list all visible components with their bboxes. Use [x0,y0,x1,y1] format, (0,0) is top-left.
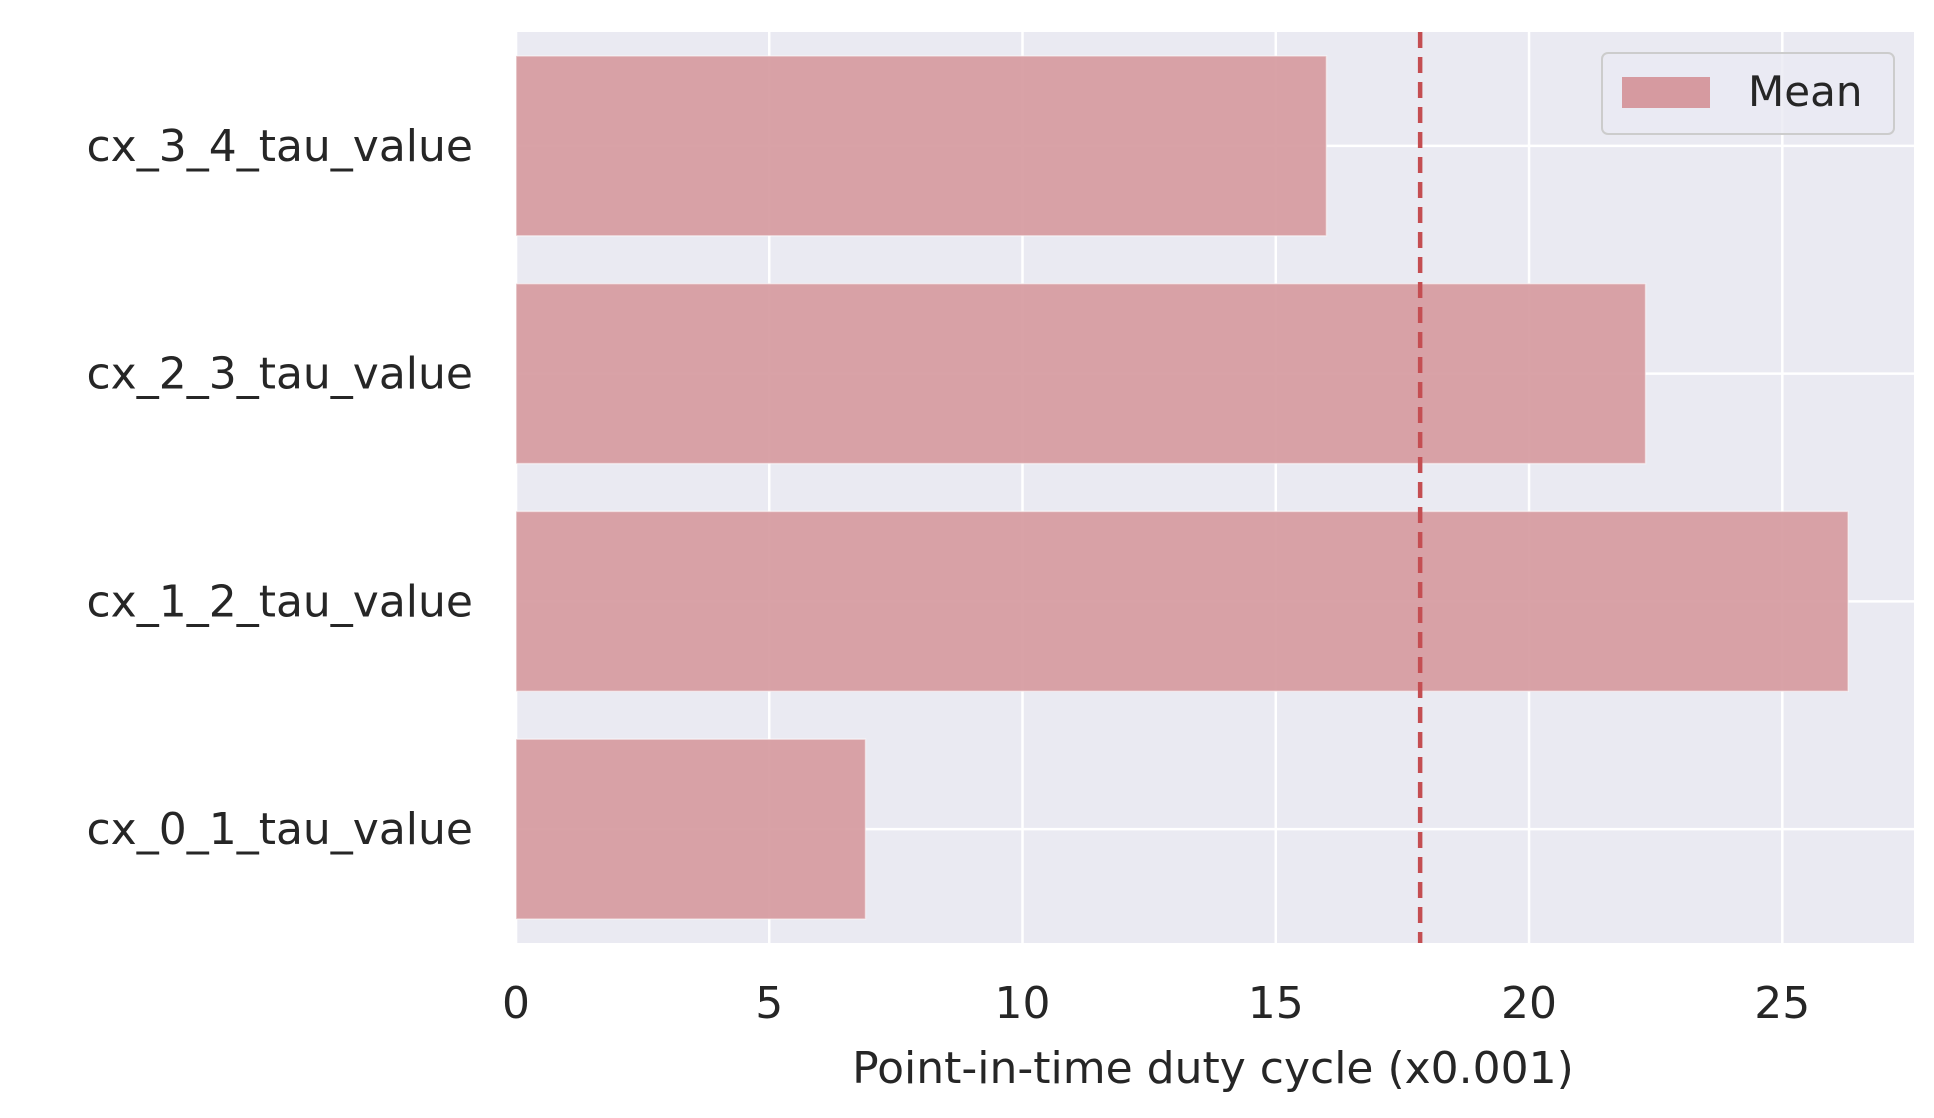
category-labels: cx_0_1_tau_value cx_1_2_tau_value cx_2_3_t… [86,121,473,855]
bar-cx_1_2_tau_value [515,510,1849,693]
x-tick-label: 15 [1248,978,1304,1029]
legend-box [1601,52,1895,135]
legend-swatch [1622,77,1710,108]
category-label: cx_1_2_tau_value [86,576,473,627]
bar-cx_0_1_tau_value [515,738,867,920]
x-tick-label: 0 [502,978,530,1029]
legend-label-mean: Mean [1748,67,1862,116]
x-axis-label: Point-in-time duty cycle (x0.001) [852,1043,1574,1094]
category-label: cx_2_3_tau_value [86,349,473,400]
category-label: cx_3_4_tau_value [86,121,473,172]
x-tick-labels: 0 5 10 15 20 25 [502,978,1810,1029]
bar-cx_2_3_tau_value [515,282,1647,465]
legend: Mean [1601,52,1895,135]
x-tick-label: 5 [755,978,783,1029]
bar-cx_3_4_tau_value [515,55,1328,237]
bars [515,55,1849,920]
x-tick-label: 20 [1501,978,1557,1029]
x-tick-label: 25 [1754,978,1810,1029]
x-tick-label: 10 [995,978,1051,1029]
category-label: cx_0_1_tau_value [86,804,473,855]
